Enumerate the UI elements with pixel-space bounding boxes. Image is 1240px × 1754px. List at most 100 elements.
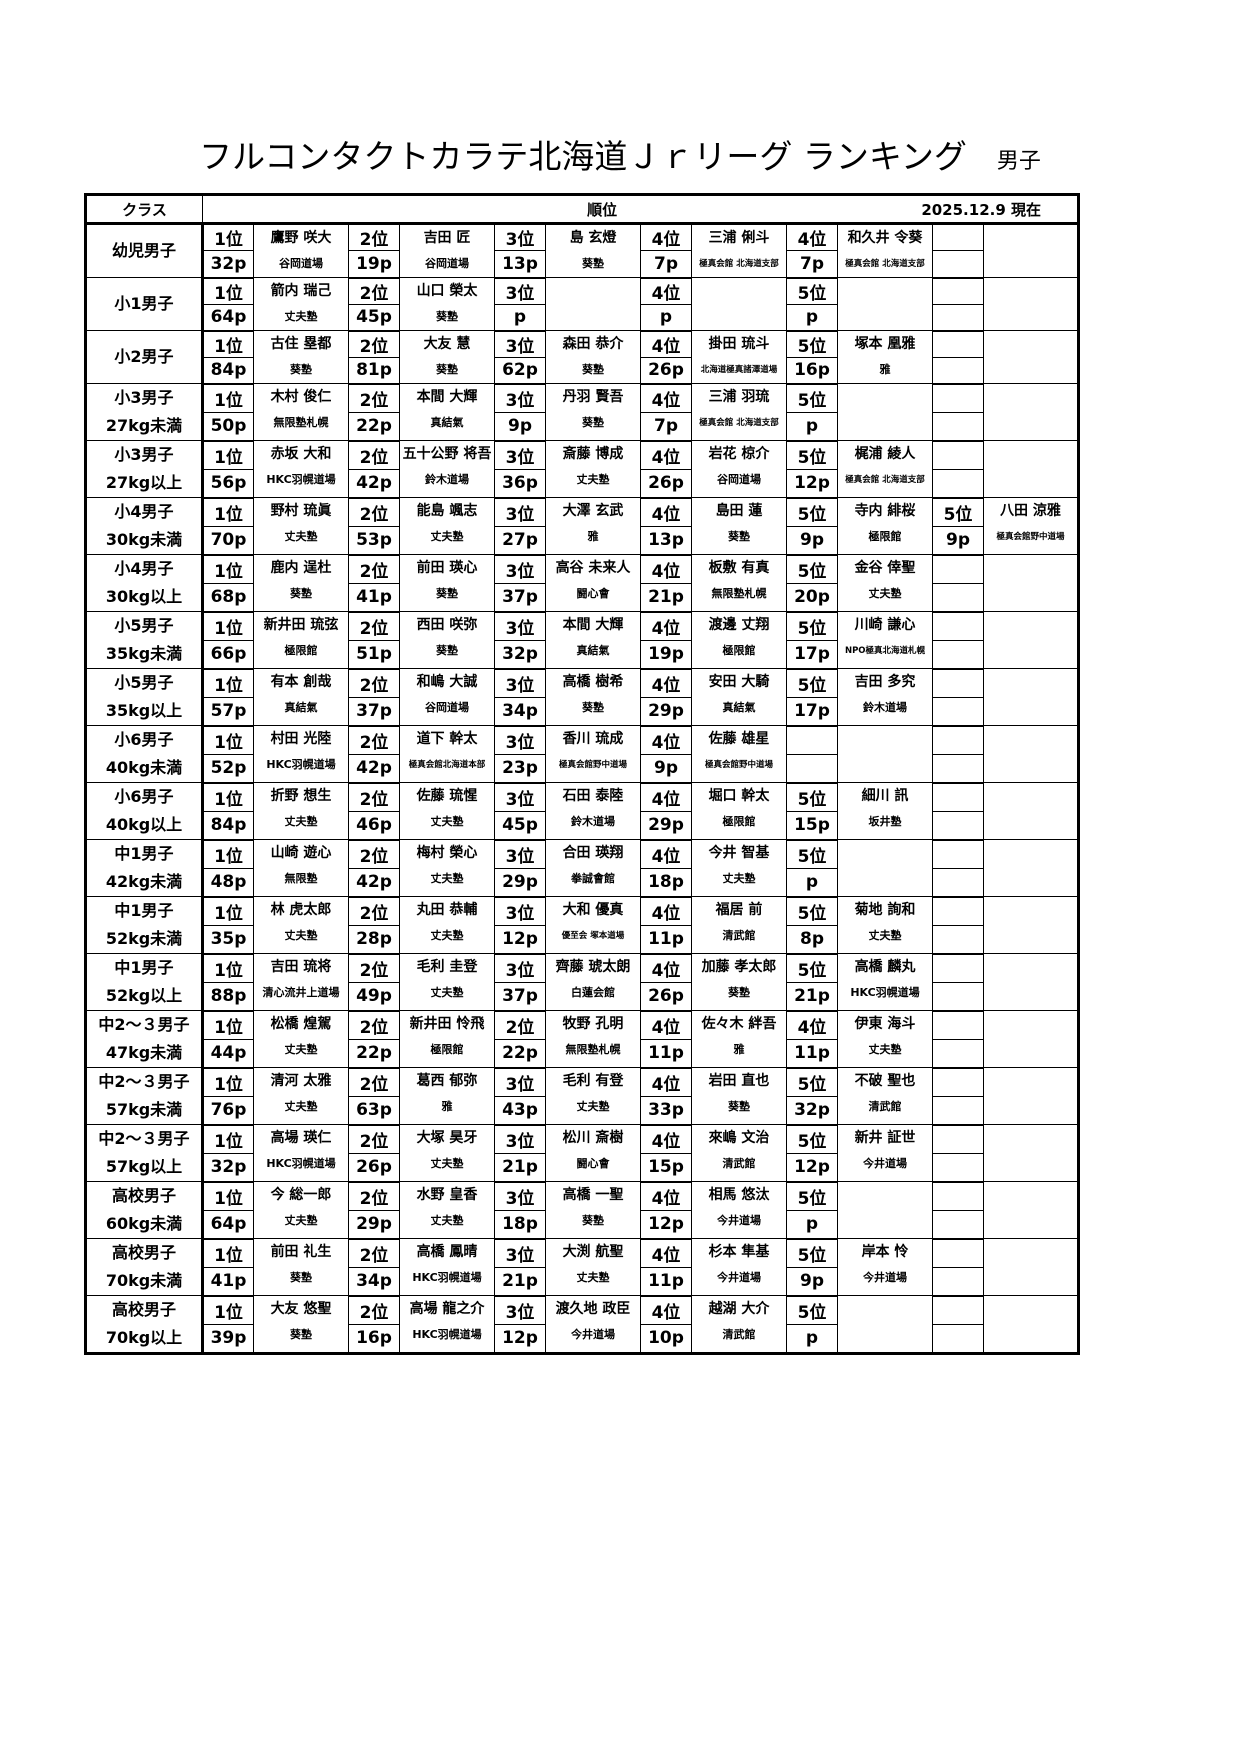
competitor-name: 高場 瑛仁 [270, 1130, 332, 1146]
dojo-name [985, 1094, 1078, 1120]
class-name: 中1男子 [114, 901, 174, 920]
dojo-name: HKC羽幌道場 [266, 473, 336, 486]
dojo-name: 丈夫塾 [576, 473, 610, 486]
competitor-name: 前田 礼生 [270, 1244, 332, 1260]
rank-cell: 3位 [494, 277, 546, 305]
competitor-cell: 菊地 詢和 丈夫塾 [837, 896, 933, 954]
competitor-name: 佐藤 琉惺 [416, 788, 478, 804]
points-cell: 64p [202, 1209, 254, 1240]
rank-cell: 2位 [348, 611, 400, 641]
competitor-cell [983, 1181, 1079, 1239]
rank-cell [786, 725, 838, 755]
rank-cell: 1位 [202, 1238, 254, 1268]
points-cell: 43p [494, 1095, 546, 1126]
class-cell: 中1男子 52kg未満 [85, 896, 204, 954]
class-row-points: 57p 37p 34p 29p 17p [86, 696, 1079, 727]
rank-cell: 4位 [640, 782, 692, 812]
competitor-cell: 前田 瑛心 葵塾 [399, 554, 495, 612]
competitor-name: 川崎 謙心 [854, 617, 916, 633]
class-row: 中1男子 52kg未満 1位林 虎太郎 丈夫塾 2位 丸田 恭輔 丈夫塾 3位 大和 優真 優至会… [85, 896, 1079, 954]
competitor-cell: 折野 想生 丈夫塾 [253, 782, 349, 840]
class-row: 小6男子 40kg未満 1位 村田 光陸 HKC羽幌道場 2位 道下 幹太 極真会館北海道本部… [85, 725, 1079, 783]
competitor-name: 渡邊 丈翔 [708, 617, 770, 633]
competitor-cell: 山口 榮太 葵塾 [399, 277, 495, 331]
competitor-cell: 林 虎太郎 丈夫塾 [253, 896, 349, 954]
competitor-cell: 石田 泰陸 鈴木道場 [545, 782, 641, 840]
points-cell: 33p [640, 1095, 692, 1126]
dojo-name: 葵塾 [728, 530, 750, 543]
class-name: 小6男子 [114, 787, 174, 806]
rank-cell: 1位 [202, 554, 254, 584]
points-cell: 13p [494, 250, 546, 279]
class-row-points: 88p 49p 37p 26p 21p [86, 981, 1079, 1012]
points-cell [932, 303, 984, 332]
class-cell: 小5男子 35kg以上 [85, 668, 204, 726]
points-cell: 41p [202, 1266, 254, 1297]
class-row: 小1男子 1位 箭内 瑞己 丈夫塾 2位 山口 榮太 葵塾 3位 4位 5位 [85, 277, 1079, 331]
dojo-name: 真結氣 [576, 644, 610, 657]
dojo-name: 葵塾 [290, 1328, 312, 1341]
dojo-name: 丈夫塾 [576, 1271, 610, 1284]
competitor-name: 折野 想生 [270, 788, 332, 804]
points-cell [932, 1095, 984, 1126]
competitor-name: 寺内 緋桜 [854, 503, 916, 519]
points-cell: 9p [640, 753, 692, 784]
points-cell: p [786, 1323, 838, 1355]
rank-cell [932, 440, 984, 470]
points-cell: 29p [494, 867, 546, 898]
rank-cell: 2位 [348, 896, 400, 926]
competitor-name: 前田 瑛心 [416, 560, 478, 576]
competitor-cell: 相馬 悠汰 今井道場 [691, 1181, 787, 1239]
rank-cell [932, 277, 984, 305]
competitor-cell: 掛田 琉斗 北海道極真諸澤道場 [691, 330, 787, 384]
dojo-name: 葵塾 [728, 986, 750, 999]
rank-cell: 1位 [202, 277, 254, 305]
points-cell: 9p [786, 525, 838, 556]
points-cell: 37p [494, 582, 546, 613]
dojo-name [985, 695, 1078, 721]
competitor-name [985, 442, 1078, 468]
competitor-name: 塚本 凰雅 [854, 336, 916, 352]
dojo-name: 谷岡道場 [717, 473, 761, 486]
rank-cell: 4位 [640, 896, 692, 926]
class-row-points: 35p 28p 12p 11p 8p [86, 924, 1079, 955]
class-row-points: 32p 19p 13p 7p 7p [86, 250, 1079, 279]
points-cell: 57p [202, 696, 254, 727]
points-cell: 17p [786, 639, 838, 670]
rank-cell: 2位 [348, 782, 400, 812]
competitor-cell: 毛利 有登 丈夫塾 [545, 1067, 641, 1125]
competitor-name: 渡久地 政臣 [555, 1301, 631, 1317]
dojo-name [985, 357, 1078, 383]
points-cell: 22p [494, 1038, 546, 1069]
competitor-name: 木村 俊仁 [270, 389, 332, 405]
class-row: 高校男子 60kg未満 1位今 総一郎 丈夫塾 2位 水野 皇香 丈夫塾 3位 高橋 一聖 葵塾 4… [85, 1181, 1079, 1239]
dojo-name: 清心流井上道場 [262, 986, 340, 999]
rank-cell: 4位 [640, 277, 692, 305]
class-name: 高校男子 [111, 1186, 176, 1205]
competitor-cell: 堀口 幹太 極限館 [691, 782, 787, 840]
dojo-name: HKC羽幌道場 [412, 1328, 482, 1341]
class-row-points: 56p 42p 36p 26p 12p [86, 468, 1079, 499]
competitor-cell: 福居 前清武館 [691, 896, 787, 954]
competitor-name [985, 784, 1078, 810]
dojo-name [985, 1151, 1078, 1177]
competitor-name: 福居 前 [715, 902, 763, 918]
rank-cell: 1位 [202, 611, 254, 641]
dojo-name: 丈夫塾 [430, 1214, 464, 1227]
rank-cell: 4位 [640, 839, 692, 869]
competitor-cell: 香川 琉成 極真会館野中道場 [545, 725, 641, 783]
class-row: 高校男子 70kg以上 1位 大友 悠聖 葵塾 2位 高場 龍之介 HKC羽幌道場 3位 渡久地 … [85, 1295, 1079, 1354]
class-row: 小4男子 30kg未満 1位 野村 琉眞 丈夫塾 2位 能島 颯志 丈夫塾 3位 大澤 玄武雅 4位… [85, 497, 1079, 555]
dojo-name: 丈夫塾 [284, 310, 318, 323]
dojo-name: 極真会館野中道場 [996, 532, 1065, 542]
class-cell: 小6男子 40kg未満 [85, 725, 204, 783]
class-row: 小6男子 40kg以上 1位 折野 想生 丈夫塾 2位 佐藤 琉惺 丈夫塾 3位 石田 泰陸 鈴木道… [85, 782, 1079, 840]
points-cell: 10p [640, 1323, 692, 1355]
competitor-name: 梶浦 綾人 [854, 446, 916, 462]
dojo-name [839, 866, 932, 892]
competitor-cell: 新井田 怜飛 極限館 [399, 1010, 495, 1068]
competitor-cell [983, 839, 1079, 897]
dojo-name: 今井道場 [863, 1157, 907, 1170]
rank-cell: 5位 [786, 668, 838, 698]
points-cell [932, 867, 984, 898]
